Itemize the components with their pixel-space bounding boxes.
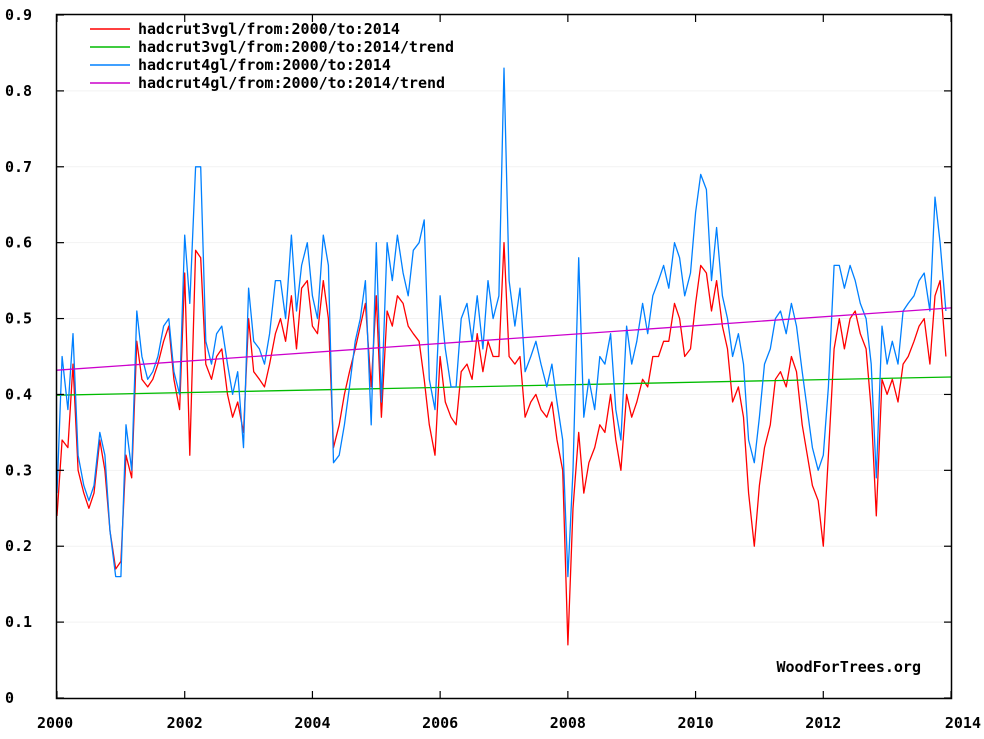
series-line-2 — [56, 67, 947, 578]
series-line-1 — [56, 376, 952, 396]
x-tick-label: 2012 — [805, 714, 841, 732]
legend-label-0: hadcrut3vgl/from:2000/to:2014 — [138, 20, 400, 38]
x-tick-label: 2006 — [422, 714, 458, 732]
x-tick-label: 2008 — [550, 714, 586, 732]
y-tick-label: 0.9 — [5, 6, 32, 24]
y-tick-label: 0 — [5, 689, 14, 707]
y-tick-label: 0.4 — [5, 385, 32, 403]
chart-credit: WoodForTrees.org — [777, 658, 922, 676]
y-tick-label: 0.7 — [5, 158, 32, 176]
x-tick-label: 2014 — [945, 714, 981, 732]
y-tick-label: 0.3 — [5, 461, 32, 479]
x-axis-ticks: 2000 2002 2004 2006 2008 2010 2012 2014 — [37, 15, 981, 732]
series-line-3 — [56, 307, 952, 371]
legend: hadcrut3vgl/from:2000/to:2014hadcrut3vgl… — [90, 20, 454, 92]
y-axis-ticks: 0 0.1 0.2 0.3 0.4 0.5 0.6 0.7 0.8 0.9 — [5, 6, 951, 707]
x-tick-label: 2002 — [167, 714, 203, 732]
y-tick-label: 0.5 — [5, 310, 32, 328]
x-tick-label: 2000 — [37, 714, 73, 732]
y-tick-label: 0.8 — [5, 82, 32, 100]
legend-label-2: hadcrut4gl/from:2000/to:2014 — [138, 56, 391, 74]
y-tick-label: 0.2 — [5, 537, 32, 555]
x-tick-label: 2004 — [294, 714, 330, 732]
y-tick-label: 0.1 — [5, 613, 32, 631]
series-layer — [56, 67, 952, 646]
legend-label-3: hadcrut4gl/from:2000/to:2014/trend — [138, 74, 445, 92]
plot-frame — [55, 13, 953, 700]
legend-label-1: hadcrut3vgl/from:2000/to:2014/trend — [138, 38, 454, 56]
y-tick-label: 0.6 — [5, 234, 32, 252]
x-tick-label: 2010 — [678, 714, 714, 732]
